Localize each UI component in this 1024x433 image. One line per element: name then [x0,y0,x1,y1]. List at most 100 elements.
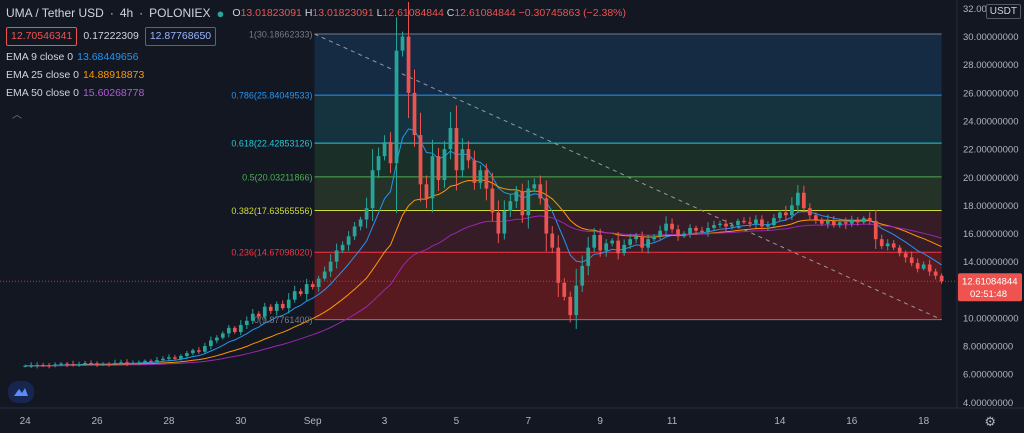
candle-body [101,363,105,365]
candle [256,311,261,320]
last-price-tag [958,273,1022,302]
candle [250,309,255,324]
candle [95,361,99,367]
candle-body [766,225,770,227]
candle [855,216,860,226]
y-tick-label: 24.00000000 [963,116,1018,127]
candle [819,217,824,227]
candle-body [526,188,531,216]
candle [226,324,231,338]
candle [825,214,830,229]
candle [622,239,627,256]
fib-zone-0 [314,252,942,320]
candle-body [119,362,123,364]
candle [646,234,650,254]
candle [382,135,387,161]
candle [831,215,836,228]
x-tick-label: 30 [235,416,247,427]
candle-body [191,350,195,354]
candle [897,244,902,257]
sell-price-button[interactable]: 12.70546341 [6,27,78,46]
bid-ask-row: 12.70546341 0.17222309 12.87768650 [6,27,626,46]
candle-body [77,364,81,366]
candle-body [556,247,561,283]
candle-body [664,223,668,231]
interval-label[interactable]: 4h [119,6,134,20]
candle-body [47,365,51,367]
x-tick-label: 14 [774,416,786,427]
candle-body [939,275,944,282]
indicator-ema9[interactable]: EMA 9 close 0 13.68449656 [6,50,139,63]
candle [394,17,399,214]
fib-label-1: 1(30.18662333) [249,29,313,39]
gear-icon[interactable]: ⚙ [984,414,996,429]
fib-zone-0.786 [314,33,942,96]
candle-body [352,226,357,237]
y-tick-label: 28.00000000 [963,60,1018,71]
currency-badge[interactable]: USDT [985,4,1021,19]
candle-body [598,234,603,251]
y-tick-label: 14.00000000 [963,257,1018,268]
candle-body [220,333,225,338]
candle-body [364,208,369,220]
candle [748,216,752,228]
candle [939,273,944,284]
candle [700,226,704,235]
change-value: −0.30745863 (−2.38%) [518,7,627,19]
candle [214,335,219,344]
tradingview-logo-icon[interactable] [8,381,34,403]
candle-body [137,362,141,364]
chevron-up-icon[interactable]: ︿ [12,110,22,121]
candle-body [65,363,69,365]
candle [484,163,489,201]
candle [562,278,567,301]
x-tick-label: Sep [304,416,322,427]
candle [65,361,69,368]
candle-body [604,243,609,251]
candle [772,214,776,229]
candle [466,141,471,169]
x-axis: 24 26 28 30 Sep 3 5 7 9 11 14 16 18 [0,407,1024,427]
x-tick-label: 24 [20,416,32,427]
indicator-ema50[interactable]: EMA 50 close 0 15.60268778 [6,86,145,99]
candle-body [406,36,411,93]
candle [861,216,866,225]
candle [155,357,159,365]
candle [754,215,758,228]
x-tick-label: 16 [846,416,858,427]
fib-label-0.786: 0.786(25.84049533) [231,91,312,101]
chart-legend: UMA / Tether USD · 4h · POLONIEX ● O13.0… [6,4,626,102]
y-tick-label: 22.00000000 [963,145,1018,156]
fib-zone-0.236 [314,210,942,253]
candle-body [155,360,159,362]
x-tick-label: 3 [382,416,388,427]
last-price-label: 12.61084844 [962,277,1017,288]
candle-body [466,149,471,161]
candle [658,225,662,240]
candle [244,316,249,329]
candle [191,348,195,356]
buy-price-button[interactable]: 12.87768650 [144,27,217,46]
fib-trend-line [314,33,942,321]
candle-body [778,212,782,219]
candle-body [622,244,627,254]
candle [418,112,423,202]
x-tick-label: 26 [91,416,103,427]
candle-body [927,264,932,272]
candle [598,228,603,257]
candle-body [292,291,297,300]
x-tick-label: 18 [918,416,930,427]
candle-body [143,360,147,363]
candle-body [855,219,860,223]
candle [790,197,794,221]
candle [592,228,597,252]
candle [346,231,351,251]
candle [143,359,147,364]
candle-body [304,284,309,295]
candle [718,220,722,228]
indicator-ema25[interactable]: EMA 25 close 0 14.88918873 [6,68,145,81]
candle [334,243,339,269]
symbol-title[interactable]: UMA / Tether USD [6,6,104,20]
candle-body [53,364,57,366]
